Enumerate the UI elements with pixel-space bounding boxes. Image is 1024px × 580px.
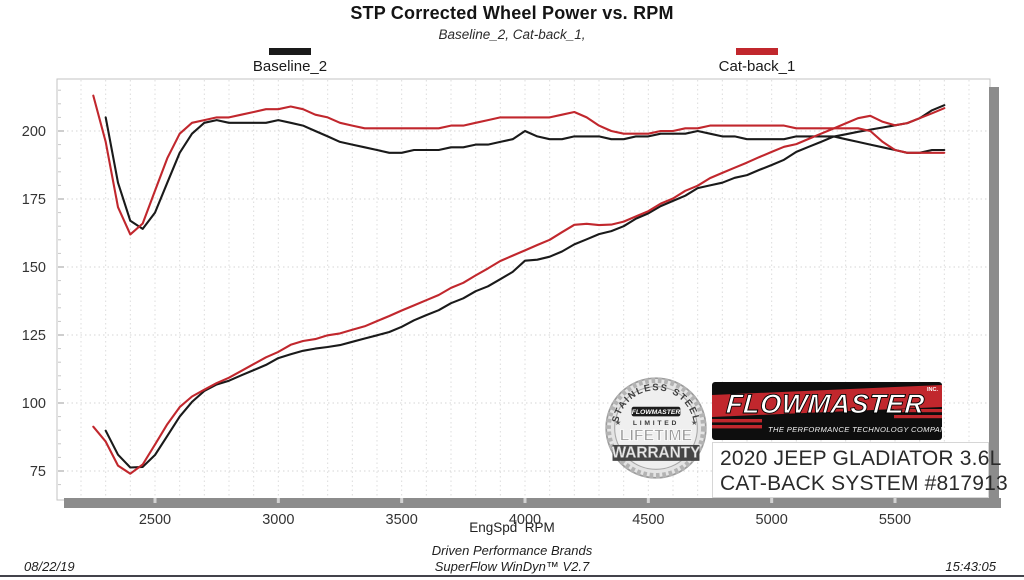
- curve-torque-cat-back-1: [92, 94, 946, 236]
- x-axis-tick: [770, 498, 774, 503]
- y-tick-label: 200: [22, 124, 46, 140]
- seal-star-right: ★: [691, 418, 698, 427]
- x-tick-label: 4000: [509, 512, 541, 528]
- logo-red-band: [712, 385, 942, 417]
- product-id-box: 2020 JEEP GLADIATOR 3.6L CAT-BACK SYSTEM…: [712, 442, 1008, 498]
- footer-date: 08/22/19: [24, 559, 75, 574]
- seal-brand-plate: [631, 406, 681, 417]
- seal-lifetime-text: LIFETIME: [620, 428, 692, 445]
- footer-time: 15:43:05: [945, 559, 996, 574]
- y-tick-label: 125: [22, 328, 46, 344]
- lifetime-warranty-seal: STAINLESS STEEL ★ ★ FLOWMASTER LIMITED L…: [605, 377, 707, 479]
- legend-swatch-catback: [736, 48, 778, 55]
- x-tick-label: 5000: [756, 512, 788, 528]
- system-line: CAT-BACK SYSTEM #817913: [720, 472, 1008, 495]
- logo-tagline: THE PERFORMANCE TECHNOLOGY COMPANY: [768, 425, 942, 434]
- logo-inc-text: INC.: [927, 387, 938, 393]
- x-axis-tick: [893, 498, 897, 503]
- x-tick-label: 4500: [632, 512, 664, 528]
- x-tick-label: 2500: [139, 512, 171, 528]
- seal-star-left: ★: [615, 418, 622, 427]
- y-tick-label: 100: [22, 396, 46, 412]
- x-axis-tick: [153, 498, 157, 503]
- page-subtitle: Baseline_2, Cat-back_1,: [438, 27, 586, 42]
- footer-brand-line: Driven Performance Brands: [431, 543, 593, 558]
- y-tick-label: 75: [30, 464, 46, 480]
- bottom-divider: [0, 575, 1024, 577]
- right-shadow-bar: [989, 87, 999, 502]
- x-axis-tick: [276, 498, 280, 503]
- seal-warranty-text: WARRANTY: [612, 445, 701, 462]
- x-axis-tick: [400, 498, 404, 503]
- seal-warranty-band: [612, 444, 700, 461]
- x-tick-label: 3500: [386, 512, 418, 528]
- x-axis-tick: [523, 498, 527, 503]
- x-tick-label: 3000: [262, 512, 294, 528]
- legend-item-baseline: Baseline_2: [230, 48, 350, 75]
- x-axis-tick: [646, 498, 650, 503]
- y-tick-label: 175: [22, 192, 46, 208]
- curve-torque-baseline-2: [104, 116, 946, 230]
- y-tick-label: 150: [22, 260, 46, 276]
- logo-wordmark: FLOWMASTER: [725, 389, 925, 419]
- curve-power-baseline-2: [104, 104, 946, 469]
- flowmaster-logo-art: FLOWMASTER INC. THE PERFORMANCE TECHNOLO…: [712, 385, 942, 434]
- vehicle-line: 2020 JEEP GLADIATOR 3.6L: [720, 447, 1002, 470]
- x-tick-label: 5500: [879, 512, 911, 528]
- legend-label-catback: Cat-back_1: [718, 58, 796, 75]
- x-axis-label: EngSpd RPM: [469, 520, 555, 535]
- legend-item-catback: Cat-back_1: [697, 48, 817, 75]
- curve-power-cat-back-1: [92, 107, 946, 475]
- x-axis-bar: [64, 498, 1001, 508]
- flowmaster-logo: FLOWMASTER INC. THE PERFORMANCE TECHNOLO…: [712, 382, 942, 440]
- legend-swatch-baseline: [269, 48, 311, 55]
- seal-limited-text: LIMITED: [633, 420, 679, 427]
- seal-brand-text: FLOWMASTER: [632, 409, 681, 416]
- footer-software-line: SuperFlow WinDyn™ V2.7: [434, 559, 590, 574]
- page-title: STP Corrected Wheel Power vs. RPM: [350, 3, 674, 23]
- legend-label-baseline: Baseline_2: [252, 58, 328, 75]
